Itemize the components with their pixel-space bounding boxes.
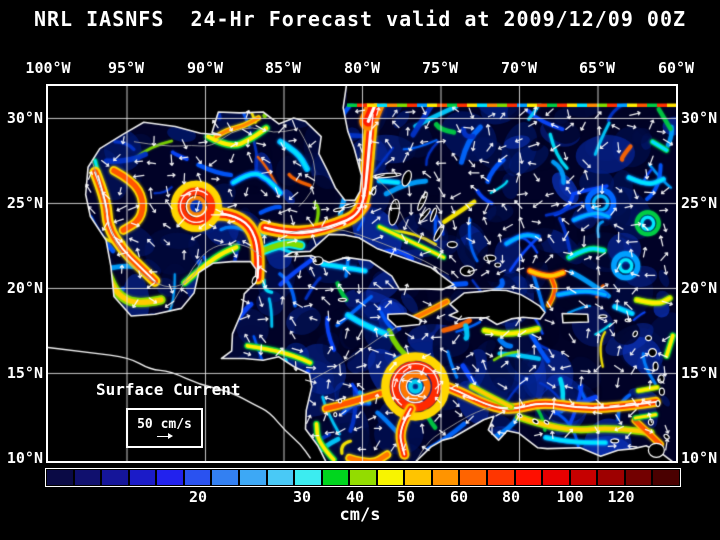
colorbar-segment	[653, 470, 679, 485]
colorbar-tick-30: 30	[292, 488, 312, 506]
colorbar-tick-100: 100	[556, 488, 584, 506]
lat-label-left-30n: 30°N	[6, 109, 43, 127]
lon-label-65w: 65°W	[578, 59, 616, 77]
lon-label-95w: 95°W	[107, 59, 145, 77]
colorbar-segment	[267, 470, 294, 485]
lat-label-left-25n: 25°N	[6, 194, 43, 212]
map-area	[46, 84, 678, 463]
colorbar-segment	[543, 470, 569, 485]
colorbar-segment	[157, 470, 183, 485]
lat-label-right-15n: 15°N	[681, 364, 718, 382]
colorbar-segment	[74, 470, 101, 485]
lat-label-right-25n: 25°N	[681, 194, 718, 212]
colorbar-tick-60: 60	[449, 488, 469, 506]
figure-title: NRL IASNFS 24-Hr Forecast valid at 2009/…	[33, 7, 687, 31]
colorbar-segment	[460, 470, 486, 485]
lon-label-75w: 75°W	[421, 59, 459, 77]
colorbar-segment	[570, 470, 597, 485]
lat-label-left-10n: 10°N	[6, 449, 43, 467]
lat-label-right-10n: 10°N	[681, 449, 718, 467]
lat-label-left-15n: 15°N	[6, 364, 43, 382]
right-arrow-icon	[156, 432, 173, 440]
colorbar-segment	[598, 470, 624, 485]
colorbar-segment	[295, 470, 321, 485]
colorbar-segment	[47, 470, 73, 485]
lon-label-70w: 70°W	[500, 59, 538, 77]
colorbar-tick-80: 80	[501, 488, 521, 506]
colorbar-tick-120: 120	[607, 488, 635, 506]
colorbar-tick-50: 50	[396, 488, 416, 506]
surface-current-label: Surface Current	[96, 380, 241, 399]
colorbar-segment	[515, 470, 542, 485]
lon-label-80w: 80°W	[343, 59, 381, 77]
lon-label-90w: 90°W	[186, 59, 224, 77]
colorbar-segment	[350, 470, 376, 485]
lon-label-85w: 85°W	[264, 59, 302, 77]
colorbar-tick-40: 40	[345, 488, 365, 506]
colorbar	[45, 468, 681, 487]
current-field-map	[48, 86, 676, 461]
colorbar-segment	[432, 470, 459, 485]
lon-label-100w: 100°W	[25, 59, 71, 77]
colorbar-segment	[184, 470, 211, 485]
colorbar-segment	[102, 470, 128, 485]
colorbar-units: cm/s	[339, 505, 381, 525]
colorbar-tick-20: 20	[188, 488, 208, 506]
vector-scale-box: 50 cm/s	[126, 408, 203, 448]
colorbar-segment	[377, 470, 404, 485]
colorbar-segment	[129, 470, 156, 485]
colorbar-segment	[239, 470, 266, 485]
colorbar-segment	[405, 470, 431, 485]
colorbar-segment	[625, 470, 652, 485]
lat-label-left-20n: 20°N	[6, 279, 43, 297]
colorbar-segment	[488, 470, 514, 485]
lon-label-60w: 60°W	[657, 59, 695, 77]
lat-label-right-30n: 30°N	[681, 109, 718, 127]
colorbar-segment	[322, 470, 349, 485]
vector-scale-value: 50 cm/s	[137, 416, 192, 432]
colorbar-segment	[212, 470, 238, 485]
lat-label-right-20n: 20°N	[681, 279, 718, 297]
